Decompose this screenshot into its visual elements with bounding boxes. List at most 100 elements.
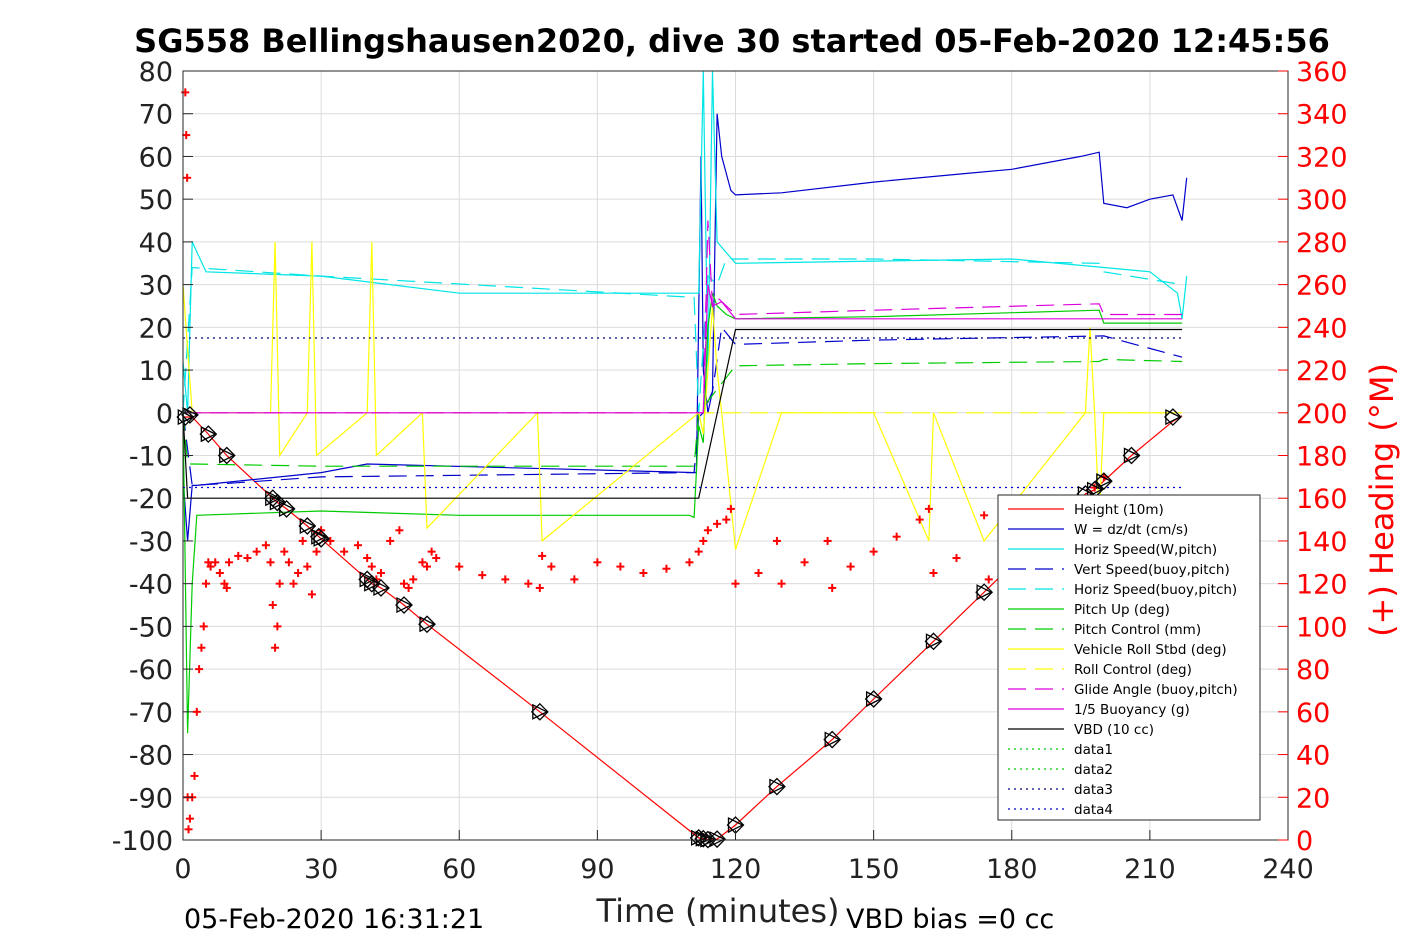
y-tick-label: -100 xyxy=(112,826,173,857)
y-right-tick-label: 60 xyxy=(1296,698,1330,729)
heading-point xyxy=(225,558,234,567)
chart-title: SG558 Bellingshausen2020, dive 30 starte… xyxy=(134,22,1330,60)
heading-point xyxy=(593,558,602,567)
dive-marker-triangle xyxy=(709,831,726,848)
legend-label-3: Vert Speed(buoy,pitch) xyxy=(1074,562,1230,578)
heading-point xyxy=(195,665,204,674)
heading-point xyxy=(455,562,464,571)
heading-point xyxy=(294,568,303,577)
heading-point xyxy=(268,601,277,610)
footer-timestamp: 05-Feb-2020 16:31:21 xyxy=(184,904,484,935)
y-right-tick-label: 340 xyxy=(1296,100,1348,131)
heading-point xyxy=(190,771,199,780)
y-tick-label: 60 xyxy=(139,142,173,173)
dive-marker-triangle xyxy=(299,517,316,535)
heading-point xyxy=(400,579,408,588)
heading-point xyxy=(266,558,275,567)
y-tick-label: 30 xyxy=(139,271,173,302)
heading-point xyxy=(772,536,781,545)
heading-point xyxy=(182,131,191,140)
heading-point xyxy=(703,526,712,535)
dive-marker-diamond xyxy=(924,632,943,651)
x-tick-label: 210 xyxy=(1124,854,1176,885)
heading-point xyxy=(722,515,731,524)
dive-marker xyxy=(395,596,413,614)
heading-point xyxy=(501,575,510,584)
dive-marker xyxy=(768,777,786,796)
series-line-11 xyxy=(183,328,1183,499)
heading-point xyxy=(432,554,441,563)
dive-marker-diamond xyxy=(176,408,195,426)
y-tick-label: 0 xyxy=(156,399,173,430)
y-axis-ticks: 80 70 60 50 40 30 20 10 0 -10 -20 -30 -40 -50 -60 -70 -8… xyxy=(112,57,193,857)
dive-marker-triangle xyxy=(1123,447,1140,464)
heading-point xyxy=(386,536,395,545)
y-tick-label: 70 xyxy=(139,100,173,131)
dive-marker xyxy=(199,425,218,444)
x-tick-label: 30 xyxy=(304,854,338,885)
legend: Height (10m) W = dz/dt (cm/s) Horiz Speed(… xyxy=(997,494,1261,821)
dive-marker-diamond xyxy=(1122,446,1141,465)
heading-point xyxy=(197,643,206,652)
dive-marker-diamond xyxy=(418,615,436,634)
heading-point xyxy=(184,825,193,834)
y-right-tick-label: 300 xyxy=(1296,185,1348,216)
heading-point xyxy=(892,532,901,541)
series-line-5 xyxy=(183,292,1183,734)
heading-point xyxy=(952,554,961,563)
dive-marker-diamond xyxy=(180,405,199,424)
dive-marker-triangle xyxy=(727,816,744,834)
heading-point xyxy=(869,547,878,556)
x-tick-label: 120 xyxy=(710,854,762,885)
heading-point xyxy=(754,568,763,577)
dive-marker xyxy=(312,529,331,548)
legend-label-12: data1 xyxy=(1074,742,1113,758)
heading-point xyxy=(924,504,933,513)
dive-marker-triangle xyxy=(1096,473,1113,490)
y-tick-label: -50 xyxy=(129,612,173,643)
heading-point xyxy=(211,558,220,567)
heading-point xyxy=(284,558,293,567)
y-right-tick-label: 160 xyxy=(1296,484,1348,515)
heading-point xyxy=(312,547,321,556)
y-tick-label: -30 xyxy=(129,527,173,558)
heading-point xyxy=(183,173,192,182)
heading-point xyxy=(639,568,648,577)
x-tick-label: 180 xyxy=(986,854,1038,885)
dive-marker-triangle xyxy=(865,690,883,708)
dive-marker-diamond xyxy=(395,596,413,614)
dive-marker-diamond xyxy=(277,499,296,518)
heading-point xyxy=(202,579,211,588)
legend-label-5: Pitch Up (deg) xyxy=(1074,602,1170,618)
dive-marker-diamond xyxy=(298,517,317,535)
heading-point xyxy=(662,564,671,573)
y-tick-label: -70 xyxy=(129,698,173,729)
y-right-tick-label: 180 xyxy=(1296,442,1348,473)
series-line-10 xyxy=(183,284,1183,414)
y-right-tick-label: 20 xyxy=(1296,783,1330,814)
dive-marker-triangle xyxy=(532,703,549,720)
dive-marker xyxy=(924,632,943,651)
x-tick-label: 60 xyxy=(442,854,476,885)
legend-label-10: 1/5 Buoyancy (g) xyxy=(1074,702,1190,718)
heading-point xyxy=(524,579,533,588)
heading-point xyxy=(535,583,544,592)
dive-marker-triangle xyxy=(265,490,282,507)
heading-point xyxy=(220,579,229,588)
heading-point xyxy=(929,568,938,577)
heading-point xyxy=(261,541,270,550)
heading-point xyxy=(478,571,487,580)
y-axis-right-label: (+) Heading (°M) xyxy=(1363,363,1401,637)
dive-marker xyxy=(372,579,390,597)
dive-marker-diamond xyxy=(975,583,994,602)
heading-point xyxy=(404,583,413,592)
y-right-tick-label: 40 xyxy=(1296,741,1330,772)
dive-marker-triangle xyxy=(278,500,296,517)
heading-point xyxy=(307,590,316,599)
x-axis-label: Time (minutes) xyxy=(596,892,840,930)
legend-label-2: Horiz Speed(W,pitch) xyxy=(1074,542,1217,558)
dive-marker xyxy=(530,702,549,721)
y-tick-label: 50 xyxy=(139,185,173,216)
legend-label-6: Pitch Control (mm) xyxy=(1074,622,1201,638)
